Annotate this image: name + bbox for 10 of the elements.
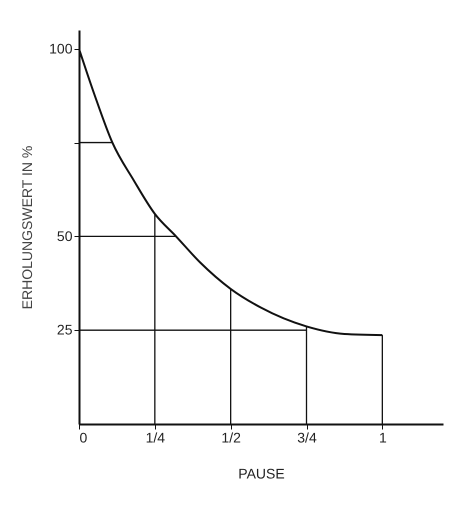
y-axis-title: ERHOLUNGSWERT IN % (19, 146, 36, 310)
x-tick-label: 1/2 (221, 430, 242, 446)
y-tick-label: 25 (56, 322, 73, 338)
x-tick-label: 0 (80, 430, 88, 446)
y-tick-label: 100 (49, 40, 73, 56)
x-axis-title: PAUSE (238, 466, 285, 482)
x-tick-label: 1/4 (146, 430, 166, 446)
x-tick-label: 3/4 (297, 430, 317, 446)
y-tick-label: 50 (56, 228, 73, 244)
x-tick-label: 1 (378, 430, 387, 446)
